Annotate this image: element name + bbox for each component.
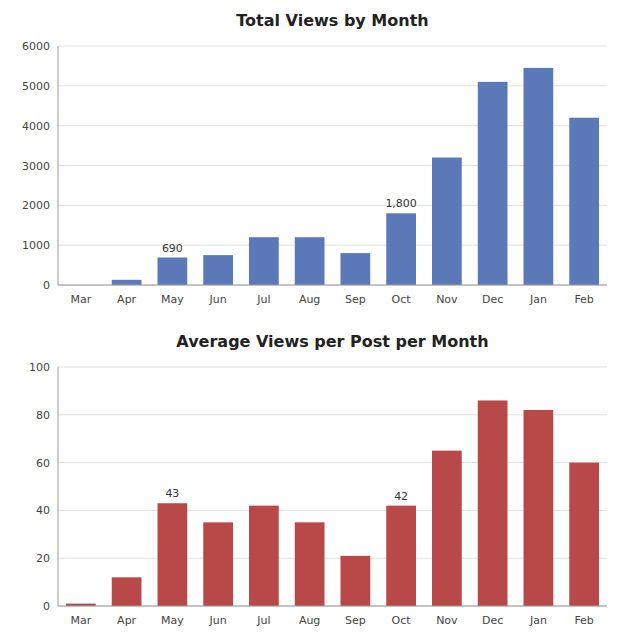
bar xyxy=(524,410,554,606)
x-tick-label: Aug xyxy=(299,614,320,627)
x-tick-label: Oct xyxy=(392,293,412,306)
chart-title: Total Views by Month xyxy=(236,11,428,30)
x-tick-label: Nov xyxy=(436,293,458,306)
bar xyxy=(295,522,325,606)
x-tick-label: Feb xyxy=(574,293,593,306)
grid-line xyxy=(58,367,607,368)
bar xyxy=(478,400,508,606)
x-tick-label: May xyxy=(161,614,184,627)
x-tick-label: Apr xyxy=(117,293,137,306)
bar xyxy=(341,253,371,285)
bar xyxy=(569,463,599,606)
bar xyxy=(158,258,188,285)
bars xyxy=(112,68,599,285)
y-tick-label: 6000 xyxy=(22,40,50,53)
grid-line xyxy=(58,285,607,286)
annotation: 1,800 xyxy=(385,197,417,210)
x-axis-line xyxy=(58,285,607,286)
bar xyxy=(386,213,416,285)
y-tick-label: 1000 xyxy=(22,239,50,252)
x-tick-label: Sep xyxy=(345,293,366,306)
x-tick-label: Sep xyxy=(345,614,366,627)
y-tick-label: 20 xyxy=(36,552,50,565)
x-tick-label: Jul xyxy=(256,293,270,306)
y-tick-label: 3000 xyxy=(22,160,50,173)
bar xyxy=(158,503,188,606)
chart-panel: Total Views by Month 0 1000 2000 3000 4000 500… xyxy=(22,11,607,306)
grid-line xyxy=(58,606,607,607)
bar xyxy=(386,506,416,606)
x-tick-label: Jun xyxy=(209,614,227,627)
x-tick-label: Nov xyxy=(436,614,458,627)
bar xyxy=(524,68,554,285)
grid-line xyxy=(58,46,607,47)
x-tick-label: Feb xyxy=(574,614,593,627)
x-tick-label: Apr xyxy=(117,614,137,627)
bar xyxy=(341,556,371,606)
x-tick-label: Jan xyxy=(529,614,547,627)
bar xyxy=(432,158,462,285)
x-tick-label: Oct xyxy=(392,614,412,627)
chart-title: Average Views per Post per Month xyxy=(176,332,488,351)
x-tick-label: Jul xyxy=(256,614,270,627)
y-tick-label: 5000 xyxy=(22,80,50,93)
y-tick-label: 0 xyxy=(43,279,50,292)
bar xyxy=(112,577,142,606)
y-tick-label: 4000 xyxy=(22,120,50,133)
annotation: 42 xyxy=(394,490,408,503)
y-tick-label: 80 xyxy=(36,409,50,422)
annotation: 43 xyxy=(165,487,179,500)
y-axis-line xyxy=(58,367,59,606)
bar xyxy=(249,506,279,606)
bar xyxy=(295,237,325,285)
bar xyxy=(478,82,508,285)
x-tick-label: Dec xyxy=(482,614,503,627)
y-tick-label: 2000 xyxy=(22,199,50,212)
x-tick-label: May xyxy=(161,293,184,306)
chart-panel: Average Views per Post per Month 0 20 40 60 8… xyxy=(29,332,607,627)
x-tick-label: Jun xyxy=(209,293,227,306)
x-tick-label: Mar xyxy=(70,293,91,306)
x-tick-label: Mar xyxy=(70,614,91,627)
y-tick-label: 40 xyxy=(36,504,50,517)
x-tick-label: Aug xyxy=(299,293,320,306)
y-tick-label: 0 xyxy=(43,600,50,613)
bar xyxy=(432,451,462,606)
bar xyxy=(249,237,279,285)
y-tick-label: 100 xyxy=(29,361,50,374)
bar xyxy=(569,118,599,285)
figure: Total Views by Month01000200030004000500… xyxy=(0,0,623,642)
bar xyxy=(112,280,142,285)
x-tick-label: Jan xyxy=(529,293,547,306)
annotation: 690 xyxy=(162,242,183,255)
bar xyxy=(203,522,233,606)
x-axis-line xyxy=(58,606,607,607)
y-tick-label: 60 xyxy=(36,457,50,470)
y-axis-line xyxy=(58,46,59,285)
bars xyxy=(66,400,599,606)
bar xyxy=(203,255,233,285)
x-tick-label: Dec xyxy=(482,293,503,306)
